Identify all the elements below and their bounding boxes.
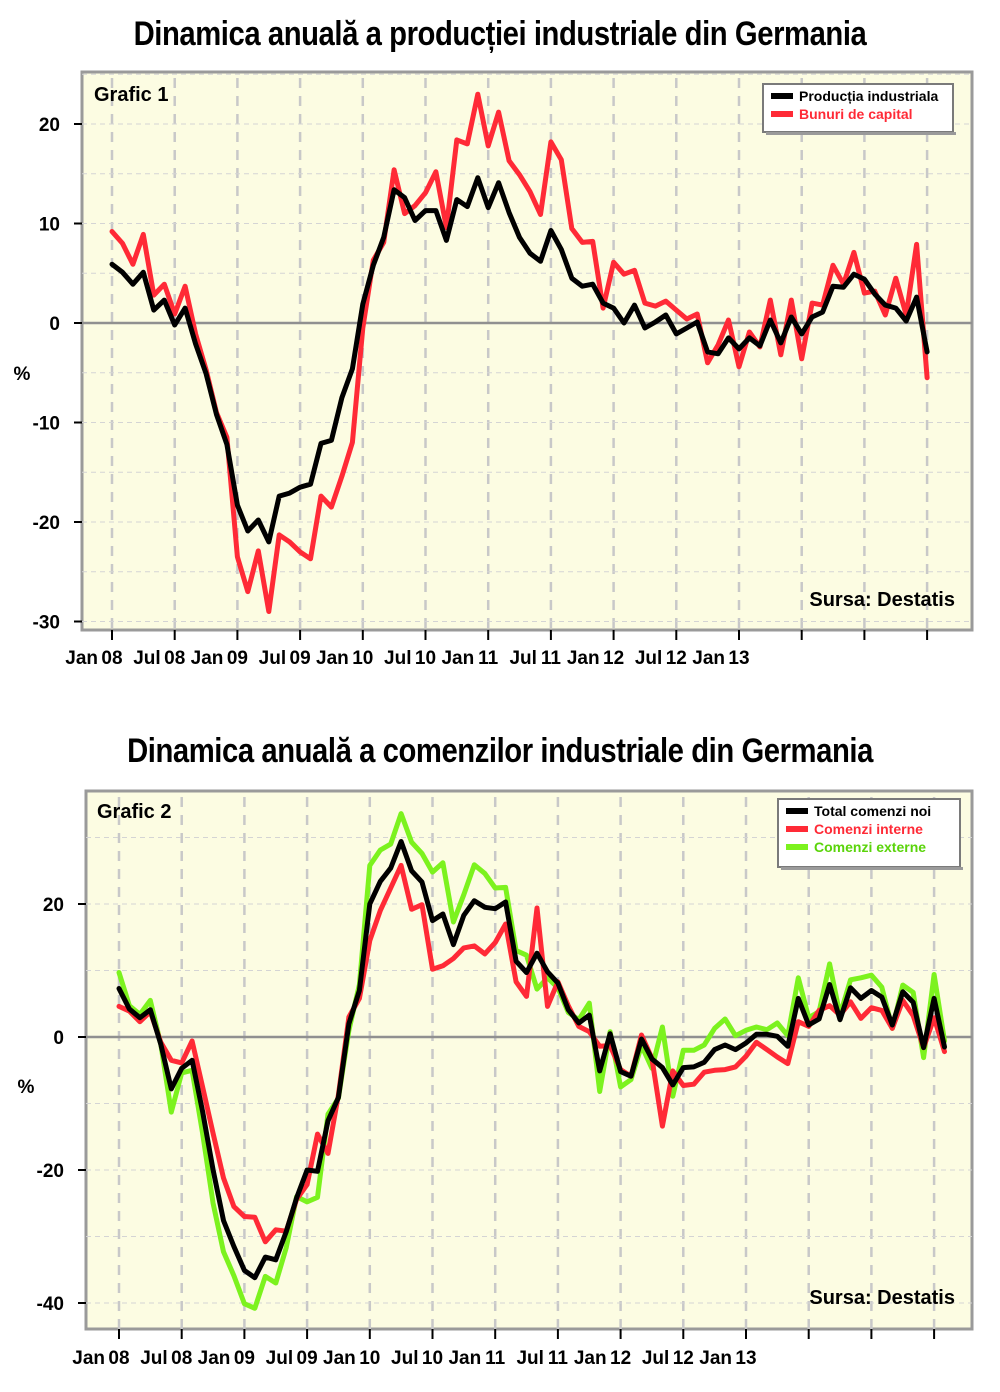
legend-entry: Producția industriala [799, 88, 938, 104]
chart2-axes: 200-20-40%Jan 08 Jul 08 Jan 09 Jul 09 Jan 10 Jul 10… [18, 895, 936, 1369]
x-tick-label-year: 12 [610, 1348, 631, 1369]
x-tick-label-year: 09 [290, 648, 311, 669]
legend-entry: Bunuri de capital [799, 106, 913, 122]
x-tick-label-month: Jul [516, 1348, 543, 1369]
y-tick-label: 20 [39, 115, 60, 136]
chart2-label: Grafic 2 [97, 801, 171, 823]
y-tick-label: 0 [49, 314, 60, 335]
y-tick-label: 10 [39, 215, 60, 236]
x-tick-label-year: 09 [297, 1348, 318, 1369]
x-tick-label-month: Jan [198, 1348, 231, 1369]
x-tick-label-year: 13 [735, 1348, 756, 1369]
series-line-0 [116, 839, 947, 1281]
legend-entry: Total comenzi noi [814, 803, 931, 819]
x-tick-label-year: 08 [101, 648, 122, 669]
x-tick-label-year: 11 [548, 1348, 569, 1369]
chart1-source: Sursa: Destatis [809, 589, 955, 611]
y-tick-label: -30 [33, 613, 60, 634]
chart2-legend: Total comenzi noi Comenzi interne Comenzi … [777, 798, 963, 870]
y-tick-label: 0 [53, 1028, 64, 1049]
chart2-source: Sursa: Destatis [809, 1287, 955, 1309]
x-tick-label-month: Jul [266, 1348, 293, 1369]
legend-shadow [766, 132, 956, 135]
x-tick-label-year: 08 [164, 648, 185, 669]
chart2-title: Dinamica anuală a comenzilor industriale… [127, 732, 873, 770]
x-tick-label-month: Jul [635, 648, 662, 669]
x-tick-label-year: 11 [478, 648, 499, 669]
y-axis-label: % [14, 364, 31, 385]
x-tick-label-year: 11 [541, 648, 562, 669]
x-tick-label-year: 12 [603, 648, 624, 669]
x-tick-label-month: Jan [574, 1348, 607, 1369]
x-tick-label-month: Jan [65, 648, 98, 669]
series-line-1 [109, 91, 930, 614]
chart2-plot-area [84, 789, 974, 1331]
x-tick-label-year: 10 [422, 1348, 443, 1369]
legend-box [762, 83, 954, 133]
chart1-series [109, 91, 930, 614]
legend-entry: Comenzi interne [814, 821, 923, 837]
x-tick-label-year: 09 [227, 648, 248, 669]
x-tick-label-month: Jan [699, 1348, 732, 1369]
x-tick-label-year: 10 [359, 1348, 380, 1369]
x-tick-label-month: Jul [133, 648, 160, 669]
x-tick-label-year: 10 [352, 648, 373, 669]
x-tick-label-month: Jul [259, 648, 286, 669]
x-tick-label-month: Jan [448, 1348, 481, 1369]
chart2-series [116, 811, 947, 1311]
x-tick-label-year: 09 [234, 1348, 255, 1369]
x-tick-label-month: Jul [391, 1348, 418, 1369]
x-tick-label-month: Jul [642, 1348, 669, 1369]
x-tick-label-month: Jan [441, 648, 474, 669]
x-tick-label-year: 11 [485, 1348, 506, 1369]
x-tick-label-year: 13 [728, 648, 749, 669]
y-tick-label: -20 [33, 513, 60, 534]
y-tick-label: -10 [33, 414, 60, 435]
x-tick-label-month: Jan [323, 1348, 356, 1369]
x-tick-label-year: 12 [666, 648, 687, 669]
series-line-0 [109, 175, 930, 545]
x-tick-label-month: Jan [316, 648, 349, 669]
y-tick-label: -20 [37, 1161, 64, 1182]
x-tick-label-month: Jan [72, 1348, 105, 1369]
chart1-legend: Producția industriala Bunuri de capital [762, 83, 956, 135]
legend-shadow [781, 867, 963, 870]
y-tick-label: 20 [43, 895, 64, 916]
x-tick-label-year: 10 [415, 648, 436, 669]
x-tick-label-month: Jan [191, 648, 224, 669]
x-tick-label-month: Jan [692, 648, 725, 669]
x-tick-label-year: 08 [108, 1348, 129, 1369]
x-tick-label-month: Jul [140, 1348, 167, 1369]
x-tick-label-year: 08 [171, 1348, 192, 1369]
chart1-label: Grafic 1 [94, 84, 168, 106]
x-tick-label-month: Jan [567, 648, 600, 669]
y-axis-label: % [18, 1077, 35, 1098]
x-tick-label-month: Jul [509, 648, 536, 669]
y-tick-label: -40 [37, 1294, 64, 1315]
x-tick-label-year: 12 [673, 1348, 694, 1369]
legend-entry: Comenzi externe [814, 839, 926, 855]
chart1-plot-area [80, 70, 974, 632]
x-tick-label-month: Jul [384, 648, 411, 669]
chart1-title: Dinamica anuală a producției industriale… [133, 15, 867, 53]
